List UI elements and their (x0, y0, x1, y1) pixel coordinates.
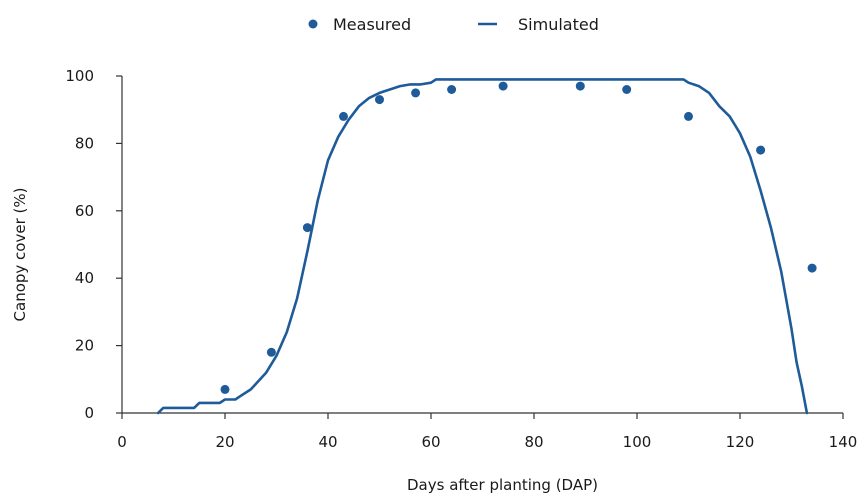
legend-label-measured: Measured (333, 15, 411, 34)
x-tick-label: 60 (421, 433, 440, 451)
y-tick-label: 20 (75, 337, 94, 355)
y-tick-label: 100 (65, 67, 94, 85)
measured-point (575, 81, 585, 91)
simulated-line (156, 78, 809, 415)
x-axis-title: Days after planting (DAP) (407, 476, 598, 494)
measured-point (302, 223, 312, 233)
measured-point (411, 88, 421, 98)
x-tick-label: 20 (215, 433, 234, 451)
legend-marker-measured (308, 19, 318, 29)
measured-point (622, 85, 632, 94)
x-tick-label: 40 (318, 433, 337, 451)
plot-area (156, 78, 817, 415)
x-tick-label: 80 (524, 433, 543, 451)
x-axis-ticks: 0 20 40 60 80 100 120 140 (117, 413, 857, 451)
measured-point (684, 111, 693, 121)
axes (121, 76, 843, 414)
x-tick-label: 140 (829, 433, 858, 451)
y-tick-label: 0 (84, 404, 94, 422)
measured-point (375, 95, 384, 105)
measured-point (447, 85, 457, 94)
x-tick-label: 100 (623, 433, 652, 451)
measured-point (266, 347, 276, 357)
measured-point (498, 81, 508, 91)
measured-point (220, 384, 230, 394)
measured-point (807, 263, 817, 273)
y-tick-label: 60 (75, 202, 94, 220)
x-tick-label: 120 (726, 433, 755, 451)
y-tick-label: 40 (75, 269, 94, 287)
measured-point (756, 145, 766, 155)
y-axis-ticks: 0 20 40 60 80 100 (65, 67, 122, 422)
y-axis-title: Canopy cover (%) (11, 188, 29, 322)
legend-label-simulated: Simulated (518, 15, 599, 34)
legend: Measured Simulated (308, 15, 599, 34)
y-tick-label: 80 (75, 134, 94, 152)
measured-point (339, 111, 348, 121)
x-tick-label: 0 (117, 433, 127, 451)
